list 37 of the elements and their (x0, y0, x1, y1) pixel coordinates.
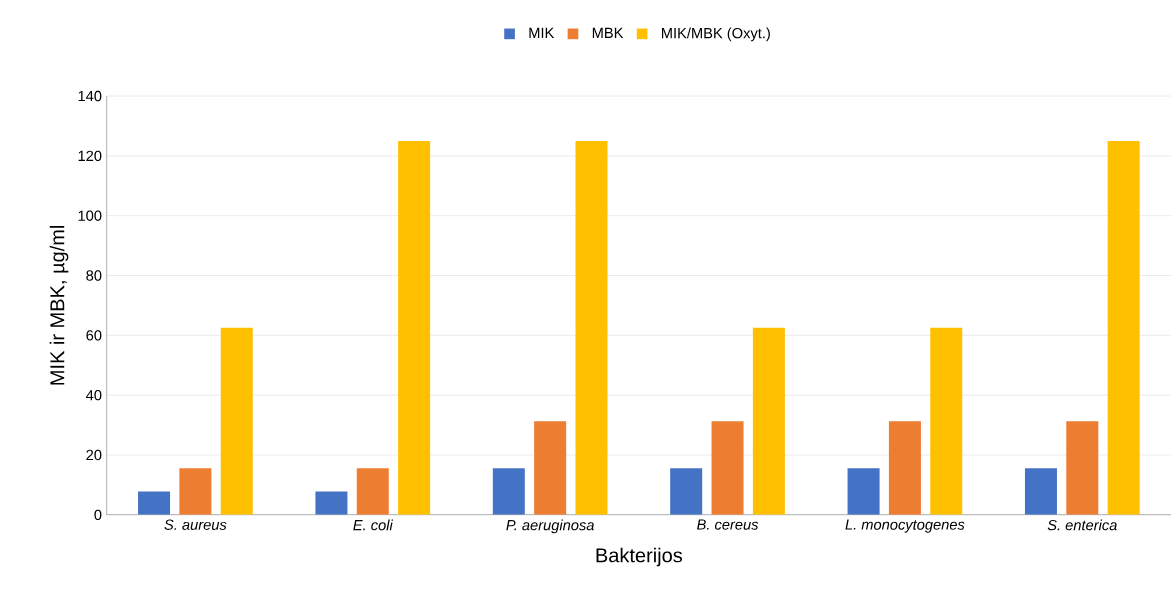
bar (398, 141, 431, 516)
legend-label: MIK (529, 28, 555, 39)
bar (670, 468, 703, 516)
x-tick-label: S. enterica (1047, 519, 1117, 531)
y-tick-label: 120 (78, 150, 102, 162)
bar (888, 421, 921, 516)
bar (711, 421, 744, 516)
x-axis-title: Bakterijos (596, 547, 683, 567)
bar (575, 141, 608, 516)
y-tick-label: 40 (86, 390, 102, 401)
x-tick-label: L. monocytogenes (845, 519, 965, 533)
legend-label: MIK/MBK (Oxyt.) (661, 27, 770, 42)
x-tick-label: S. aureus (164, 519, 227, 531)
bar (220, 328, 253, 516)
y-tick-label: 100 (78, 210, 102, 222)
y-tick-label: 140 (78, 91, 102, 102)
bar (356, 468, 389, 516)
bar (847, 468, 880, 516)
bar (315, 491, 348, 516)
y-tick-label: 20 (86, 450, 102, 461)
bar (138, 491, 171, 516)
bar (1066, 421, 1099, 516)
bar (534, 421, 567, 516)
x-tick-label: E. coli (353, 519, 394, 531)
y-tick-label: 80 (86, 270, 102, 281)
x-tick-label: B. cereus (697, 519, 759, 531)
bar (492, 468, 525, 516)
y-axis-title: MIK ir MBK, µg/ml (49, 226, 69, 385)
legend-label: MBK (592, 28, 624, 39)
y-tick-label: 60 (86, 330, 102, 341)
bar (752, 328, 785, 516)
x-tick-label: P. aeruginosa (506, 519, 594, 534)
bar (179, 468, 212, 516)
bar (930, 328, 963, 516)
y-tick-label: 0 (94, 509, 102, 521)
bar (1107, 141, 1140, 516)
bar (1024, 468, 1057, 516)
